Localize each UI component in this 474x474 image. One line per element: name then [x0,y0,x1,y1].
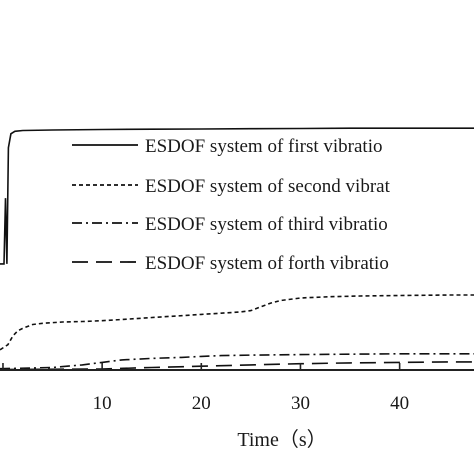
series-line-1 [0,127,474,265]
x-tick-label: 40 [390,393,409,414]
x-tick-label: 10 [93,393,112,414]
x-axis-title: Time（s） [237,428,326,451]
series-line-3 [0,353,474,370]
series-line-2 [0,294,474,351]
series-line-4 [0,361,474,371]
x-tick-label: 30 [291,393,310,414]
x-axis-ticks: 10 20 30 40 [2,363,409,414]
legend: ESDOF system of first vibratio ESDOF syst… [72,136,391,274]
legend-label-2: ESDOF system of second vibrat [145,176,391,197]
x-tick-label: 20 [192,393,211,414]
series-curves [0,127,474,371]
legend-label-4: ESDOF system of forth vibratio [145,253,389,274]
legend-label-1: ESDOF system of first vibratio [145,136,383,157]
legend-label-3: ESDOF system of third vibratio [145,214,388,235]
